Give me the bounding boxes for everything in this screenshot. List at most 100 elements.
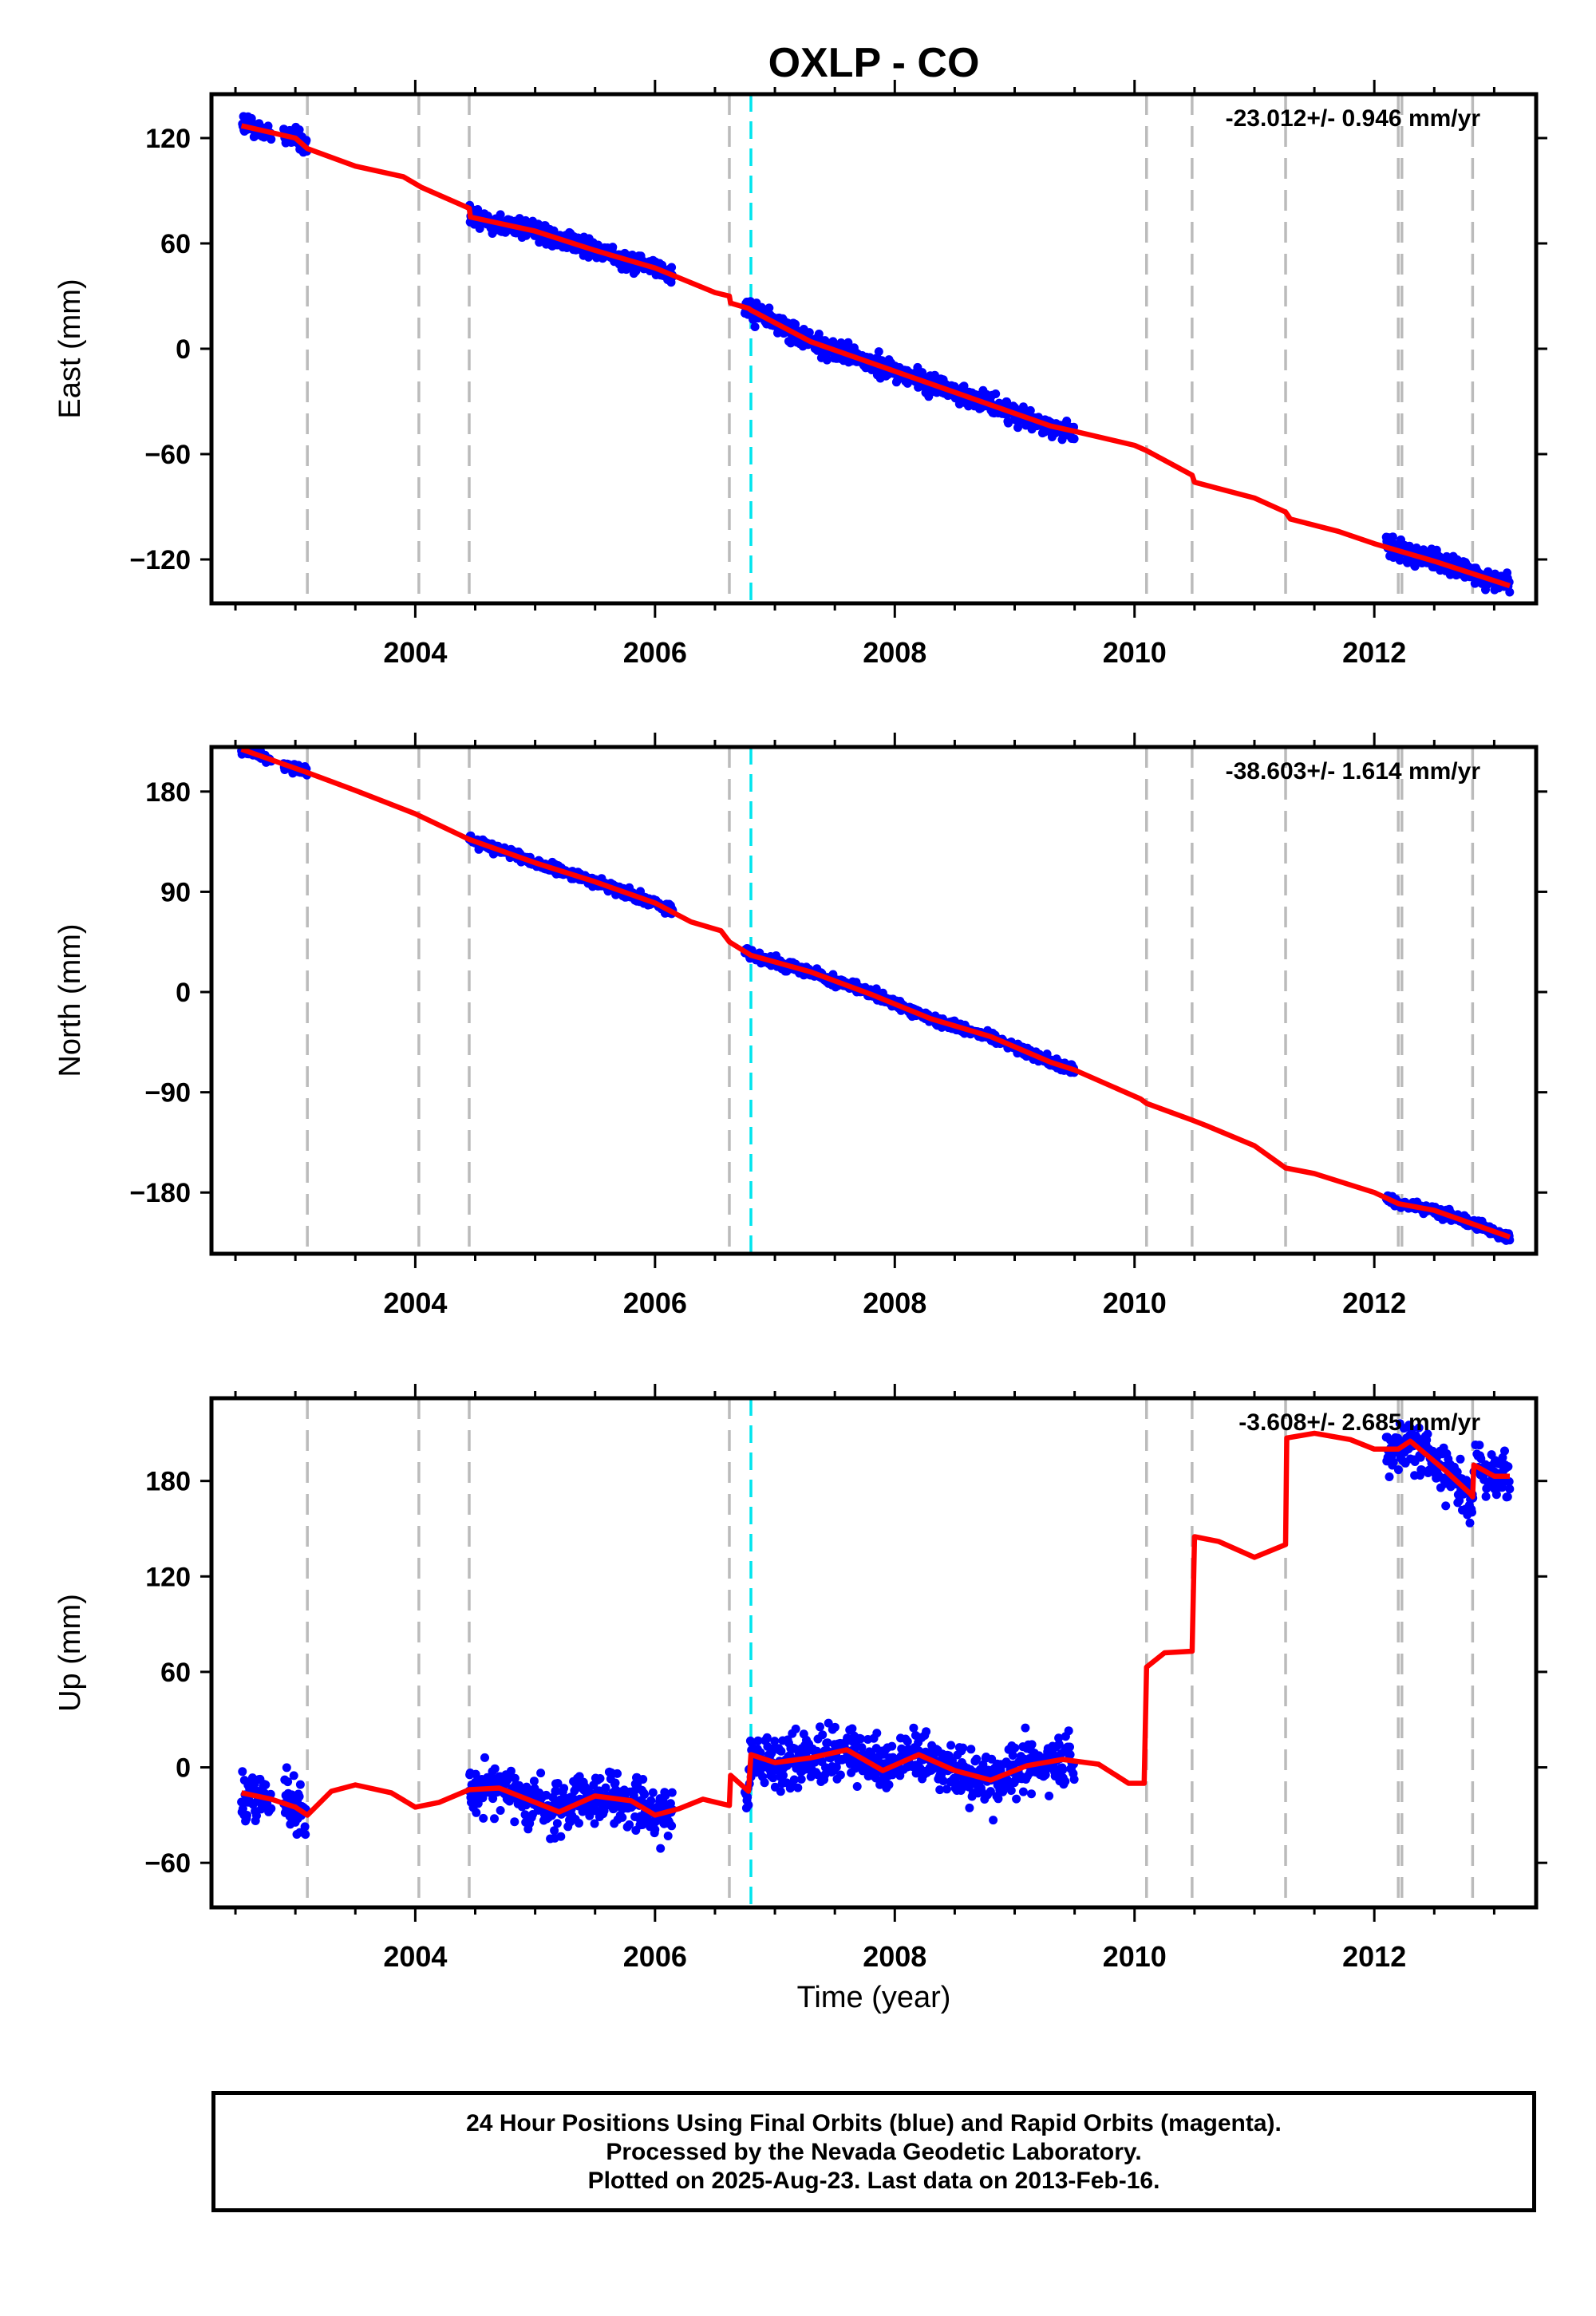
data-point	[760, 1778, 769, 1788]
data-point	[1064, 1726, 1073, 1736]
x-axis-label: Time (year)	[797, 1981, 951, 2014]
y-tick-label: 0	[176, 1753, 191, 1784]
y-tick-label: 0	[176, 334, 191, 365]
data-point	[529, 1777, 539, 1786]
data-point	[282, 1763, 291, 1773]
panel-east: 120 60 0 −60 −120 2004 2006 2008 2010 2012 East (m…	[53, 80, 1547, 669]
data-point	[1505, 587, 1515, 597]
data-point	[744, 1800, 753, 1810]
data-point	[753, 1736, 763, 1745]
data-point	[779, 1771, 788, 1780]
data-point	[1389, 1457, 1398, 1467]
data-point	[843, 338, 853, 347]
y-tick-label: 120	[145, 1562, 191, 1592]
data-point	[1441, 1501, 1451, 1511]
data-point	[656, 1844, 666, 1853]
data-point	[1393, 1465, 1403, 1475]
data-point	[556, 1832, 566, 1841]
data-point	[770, 1737, 780, 1746]
data-point	[823, 1738, 832, 1748]
data-point	[994, 1794, 1003, 1804]
y-tick-label: 180	[145, 777, 191, 808]
data-point	[938, 1777, 948, 1785]
data-point	[852, 1782, 862, 1791]
data-point	[1069, 434, 1079, 444]
y-tick-label: −60	[144, 440, 191, 470]
y-tick-label: 0	[176, 978, 191, 1008]
data-point	[1041, 1770, 1050, 1780]
data-point	[1503, 1492, 1512, 1501]
data-point	[789, 1775, 799, 1784]
data-point	[1388, 532, 1397, 542]
data-point	[1002, 1775, 1012, 1784]
data-point	[613, 1769, 622, 1778]
data-point	[1006, 1786, 1016, 1796]
data-point	[1004, 418, 1013, 428]
data-point	[743, 1792, 753, 1802]
data-point	[1013, 423, 1022, 433]
data-point	[238, 1767, 247, 1777]
x-tick-label: 2006	[623, 636, 687, 669]
data-point	[1385, 1472, 1394, 1481]
data-point	[667, 1788, 677, 1797]
data-point	[610, 1778, 620, 1788]
data-point	[490, 1764, 500, 1773]
data-point	[1008, 1751, 1017, 1760]
data-point	[640, 1790, 650, 1799]
rate-annotation: -3.608+/- 2.685 mm/yr	[1238, 1409, 1480, 1436]
data-point	[608, 243, 618, 252]
data-point	[1442, 551, 1452, 561]
data-point	[1500, 1446, 1509, 1456]
data-point	[1504, 1477, 1514, 1486]
data-point	[946, 1741, 956, 1750]
y-tick-label: 60	[160, 1658, 191, 1688]
data-point	[1018, 402, 1028, 412]
y-axis-label: North (mm)	[53, 923, 87, 1077]
data-point	[479, 1813, 488, 1823]
x-tick-label: 2012	[1342, 1940, 1406, 1973]
footer-line-1: 24 Hour Positions Using Final Orbits (bl…	[466, 2110, 1282, 2136]
model-fit-line	[240, 123, 1511, 589]
data-point	[1465, 1518, 1475, 1528]
data-point	[301, 1830, 310, 1840]
y-tick-label: 90	[160, 877, 191, 907]
x-tick-label: 2012	[1342, 636, 1406, 669]
panel-frame	[209, 92, 1539, 606]
data-point	[552, 1819, 562, 1828]
data-point	[300, 1822, 310, 1832]
x-tick-label: 2010	[1103, 1286, 1167, 1319]
data-point	[510, 1773, 519, 1783]
data-point	[661, 1791, 670, 1800]
data-point	[472, 1808, 481, 1817]
data-point	[989, 1816, 998, 1825]
data-point	[991, 389, 1001, 398]
data-point	[1025, 405, 1035, 415]
data-point	[887, 1741, 897, 1751]
data-point	[832, 1762, 841, 1772]
data-point	[986, 1787, 995, 1796]
data-point	[1468, 1508, 1476, 1517]
data-point	[646, 1796, 656, 1805]
data-point	[553, 1779, 563, 1788]
data-point	[762, 1733, 772, 1742]
data-point	[872, 1729, 882, 1738]
rate-annotation: -23.012+/- 0.946 mm/yr	[1226, 105, 1481, 132]
data-point	[294, 1792, 304, 1801]
data-point	[650, 1825, 660, 1834]
y-tick-label: −60	[144, 1848, 191, 1879]
y-axis-label: Up (mm)	[53, 1594, 87, 1712]
rate-annotation: -38.603+/- 1.614 mm/yr	[1226, 758, 1481, 785]
data-point	[972, 1754, 982, 1764]
data-point	[625, 1820, 634, 1829]
data-point	[796, 1774, 806, 1784]
data-point	[903, 1737, 912, 1746]
footer-line-3: Plotted on 2025-Aug-23. Last data on 201…	[587, 2168, 1160, 2194]
data-points	[238, 112, 1515, 597]
data-point	[824, 1718, 833, 1728]
model-fit-line	[240, 747, 1511, 1240]
data-points	[237, 1419, 1515, 1853]
data-point	[750, 322, 760, 331]
x-tick-label: 2006	[623, 1286, 687, 1319]
data-point	[490, 1814, 499, 1824]
data-point	[601, 1783, 610, 1792]
